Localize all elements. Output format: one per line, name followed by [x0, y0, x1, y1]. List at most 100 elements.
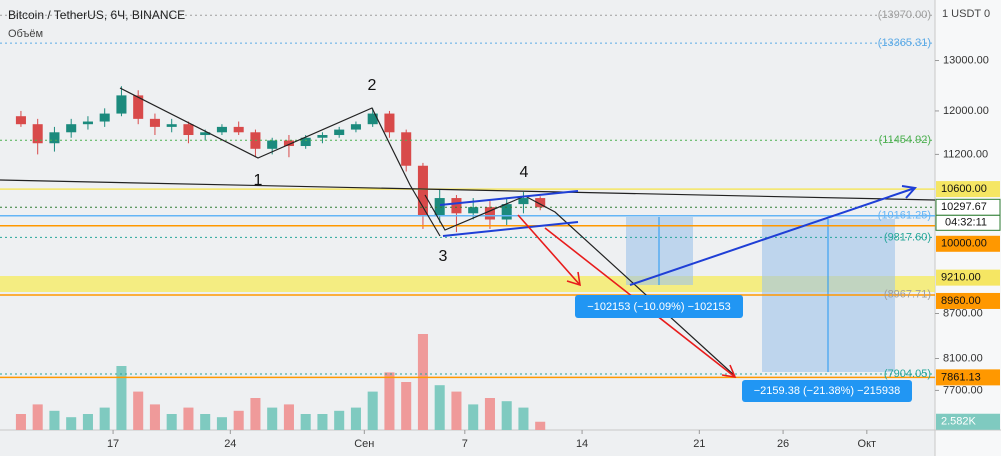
y-tick-label: 13000.00 [943, 54, 989, 66]
x-tick-label: 7 [462, 438, 468, 450]
price-label-bg [936, 269, 1000, 286]
candle-body [116, 95, 127, 114]
candle-body [334, 129, 345, 136]
candle-body [451, 198, 462, 214]
volume-bar [116, 366, 127, 430]
wave-label: 4 [520, 164, 529, 181]
price-label: (8967.71) [884, 288, 931, 300]
candle-body [484, 207, 495, 220]
volume-bar [300, 414, 311, 430]
candle-body [401, 132, 412, 166]
candle-body [166, 124, 177, 127]
arrow-head [721, 364, 737, 379]
y-tick-label: 8700.00 [943, 307, 983, 319]
price-label: (9817.60) [884, 231, 931, 243]
volume-bar [216, 417, 227, 430]
candle-body [501, 204, 512, 220]
y-tick-label: 12000.00 [943, 105, 989, 117]
volume-bar [32, 404, 43, 430]
candle-body [468, 207, 479, 214]
price-label: 7861.13 [941, 371, 981, 383]
measure-label-bg [575, 295, 743, 318]
x-tick-label: 14 [576, 438, 588, 450]
wave-label: 3 [439, 248, 448, 265]
candle-body [317, 135, 328, 138]
volume-bar [484, 398, 495, 430]
price-label-bg [936, 235, 1000, 252]
x-tick-label: 24 [224, 438, 236, 450]
candle-body [200, 132, 211, 136]
candle-body [15, 116, 26, 125]
volume-bar [417, 334, 428, 430]
price-label: 10600.00 [941, 183, 987, 195]
price-label: (13365.31) [878, 37, 931, 49]
volume-bar [350, 407, 361, 430]
arrow-head [566, 271, 581, 287]
wedge [439, 185, 917, 286]
y-tick-label: 8100.00 [943, 352, 983, 364]
candle-body [384, 113, 395, 133]
pattern-line [119, 87, 441, 237]
wedge-line [439, 190, 579, 206]
volume-bar [82, 414, 93, 430]
candle-body [183, 124, 194, 136]
volume-bar [133, 391, 144, 430]
volume-title: Объём [8, 28, 43, 40]
candle-body [535, 198, 546, 208]
arrow [629, 187, 916, 286]
x-tick-label: 21 [693, 438, 705, 450]
wave-label: 1 [254, 172, 263, 189]
price-label-bg [936, 292, 1000, 309]
price-label: 8960.00 [941, 295, 981, 307]
wave-label: 2 [368, 77, 377, 94]
x-tick-label: Сен [354, 438, 374, 450]
candle-body [99, 113, 110, 122]
volume-bar [367, 391, 378, 430]
candle-body [149, 118, 160, 127]
measure-label-bg [742, 380, 912, 402]
volume-bar [233, 410, 244, 430]
y-tick-label: 11200.00 [943, 148, 988, 160]
y-tick-label: 7700.00 [943, 384, 983, 396]
volume-bar [501, 401, 512, 430]
volume-bar [283, 404, 294, 430]
volume-bar [66, 417, 77, 430]
volume-bar [535, 421, 546, 430]
volume-bar [149, 404, 160, 430]
candle-body [82, 121, 93, 125]
volume-label-bg [936, 413, 1000, 430]
measure-label: −2159.38 (−21.38%) −215938 [754, 385, 901, 397]
volume-bar [250, 398, 261, 430]
x-tick-label: Окт [858, 438, 877, 450]
volume-bar [267, 407, 278, 430]
price-label: (11454.92) [879, 134, 931, 146]
candle-body [32, 124, 43, 144]
volume-bar [434, 385, 445, 430]
volume-bar [518, 407, 529, 430]
price-label: (10161.25) [878, 210, 931, 222]
candle-body [350, 124, 361, 130]
volume-bar [200, 414, 211, 430]
countdown: 04:32:11 [945, 217, 987, 229]
countdown-bg [935, 214, 1001, 231]
candle-body [49, 132, 60, 144]
arrow [517, 214, 581, 286]
candle-body [267, 140, 278, 149]
price-label: 10297.67 [941, 201, 987, 213]
volume-bar [15, 414, 26, 430]
arrow-head [901, 185, 917, 199]
x-tick-label: 26 [777, 438, 789, 450]
candle-body [300, 137, 311, 147]
x-tick-label: 17 [107, 438, 119, 450]
candle-body [233, 126, 244, 133]
price-label: (7904.05) [884, 368, 931, 380]
candle-body [434, 198, 445, 217]
price-label-bg [936, 181, 1000, 198]
measure-label: −102153 (−10.09%) −102153 [587, 301, 730, 313]
trend-line [0, 179, 936, 201]
price-label: 9210.00 [941, 272, 981, 284]
volume-bar [451, 391, 462, 430]
candle-body [216, 126, 227, 133]
volume-bar [401, 382, 412, 430]
